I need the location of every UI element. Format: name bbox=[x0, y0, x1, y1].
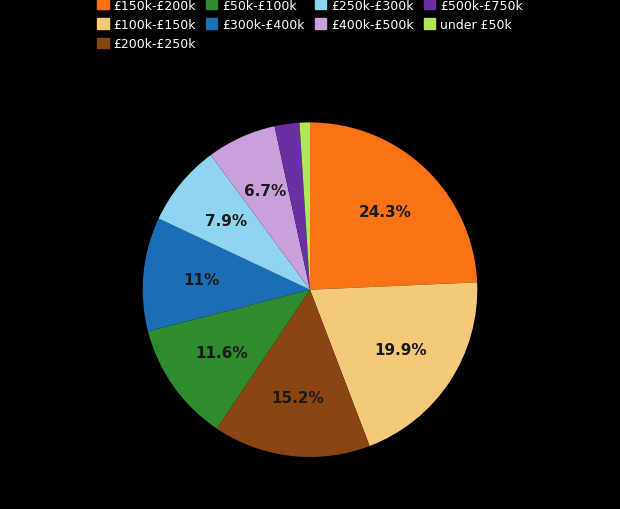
Text: 15.2%: 15.2% bbox=[272, 390, 324, 406]
Wedge shape bbox=[217, 290, 370, 457]
Wedge shape bbox=[275, 124, 310, 290]
Text: 7.9%: 7.9% bbox=[205, 214, 247, 229]
Wedge shape bbox=[148, 290, 310, 429]
Text: 19.9%: 19.9% bbox=[374, 342, 427, 357]
Wedge shape bbox=[211, 127, 310, 290]
Wedge shape bbox=[310, 283, 477, 446]
Text: 6.7%: 6.7% bbox=[244, 184, 286, 199]
Text: 11.6%: 11.6% bbox=[195, 345, 247, 360]
Wedge shape bbox=[143, 219, 310, 332]
Wedge shape bbox=[310, 123, 477, 290]
Text: 11%: 11% bbox=[184, 272, 220, 288]
Text: 24.3%: 24.3% bbox=[359, 204, 412, 219]
Legend: £150k-£200k, £100k-£150k, £200k-£250k, £50k-£100k, £300k-£400k, £250k-£300k, £40: £150k-£200k, £100k-£150k, £200k-£250k, £… bbox=[94, 0, 526, 55]
Wedge shape bbox=[159, 156, 310, 290]
Wedge shape bbox=[299, 123, 310, 290]
